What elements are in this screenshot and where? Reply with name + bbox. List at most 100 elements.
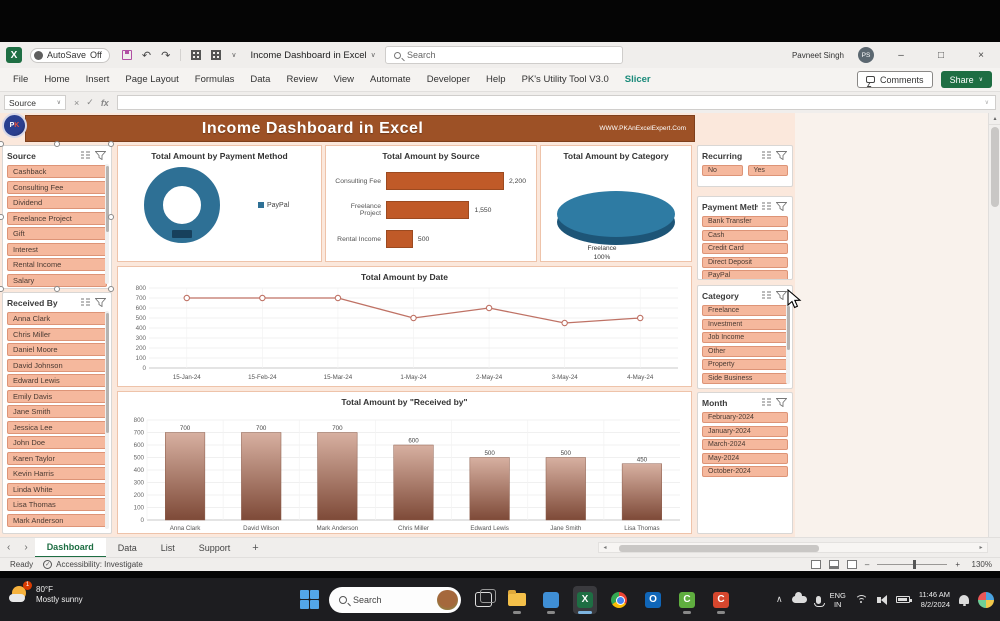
slicer-item-john-doe[interactable]: John Doe xyxy=(7,436,107,449)
slicer-item-gift[interactable]: Gift xyxy=(7,227,107,240)
clear-filter-icon[interactable] xyxy=(94,297,107,308)
taskbar-search[interactable]: Search xyxy=(329,586,461,613)
slicer-item-interest[interactable]: Interest xyxy=(7,242,107,256)
slicer-item-kevin-harris[interactable]: Kevin Harris xyxy=(7,467,107,480)
sheet-vscrollbar[interactable]: ▴ xyxy=(988,113,1000,537)
slicer-item-cashback[interactable]: Cashback xyxy=(7,165,107,178)
titlebar-search[interactable]: Search xyxy=(385,46,623,64)
multi-select-icon[interactable] xyxy=(79,297,92,308)
chart-source[interactable]: Total Amount by Source Consulting Fee 2,2… xyxy=(325,145,537,262)
sheet-nav-right-icon[interactable]: › xyxy=(24,542,28,553)
slicer-item-emily-davis[interactable]: Emily Davis xyxy=(7,389,107,403)
table-icon[interactable] xyxy=(191,50,202,60)
clear-filter-icon[interactable] xyxy=(775,290,788,301)
file-explorer-icon[interactable] xyxy=(505,586,529,614)
zoom-in-button[interactable]: + xyxy=(955,560,960,569)
slicer-item-jane-smith[interactable]: Jane Smith xyxy=(7,405,107,418)
slicer-item-karen-taylor[interactable]: Karen Taylor xyxy=(7,451,107,465)
slicer-item-dividend[interactable]: Dividend xyxy=(7,196,107,209)
clear-filter-icon[interactable] xyxy=(775,397,788,408)
sheet-tab-data[interactable]: Data xyxy=(117,542,137,553)
comments-button[interactable]: Comments xyxy=(857,71,933,88)
multi-select-icon[interactable] xyxy=(79,150,92,161)
slicer-item-yes[interactable]: Yes xyxy=(747,165,788,176)
zoom-slider[interactable] xyxy=(877,560,948,570)
clock[interactable]: 11:46 AM 8/2/2024 xyxy=(919,590,950,610)
ribbon-tab-file[interactable]: File xyxy=(13,74,29,85)
sheet-tab-dashboard[interactable]: Dashboard xyxy=(34,537,106,558)
onedrive-icon[interactable] xyxy=(791,592,807,603)
slicer-item-david-johnson[interactable]: David Johnson xyxy=(7,358,107,372)
slicer-category[interactable]: Category Freelance Investment Job Income Ot… xyxy=(697,285,793,389)
sheet-hscrollbar[interactable]: ◂ ▸ xyxy=(598,542,988,553)
undo-icon[interactable]: ↶ xyxy=(141,49,152,62)
view-page-layout-icon[interactable] xyxy=(828,560,839,569)
slicer-item-no[interactable]: No xyxy=(702,165,743,176)
accessibility-label[interactable]: Accessibility: Investigate xyxy=(56,560,143,569)
slicer-item-daniel-moore[interactable]: Daniel Moore xyxy=(7,343,107,356)
sheet-tab-list[interactable]: List xyxy=(160,542,175,553)
selection-handle[interactable] xyxy=(108,214,114,220)
zoom-knob[interactable] xyxy=(913,560,917,570)
ribbon-tab-data[interactable]: Data xyxy=(250,74,271,85)
user-name[interactable]: Pavneet Singh xyxy=(791,50,844,60)
multi-select-icon[interactable] xyxy=(760,397,773,408)
widgets-icon[interactable] xyxy=(978,591,994,608)
battery-icon[interactable] xyxy=(895,596,912,603)
fx-icon[interactable]: fx xyxy=(100,97,109,108)
slicer-item-rental-income[interactable]: Rental Income xyxy=(7,258,107,271)
multi-select-icon[interactable] xyxy=(760,150,773,161)
recorder-icon[interactable]: C xyxy=(709,586,733,614)
avatar[interactable]: PS xyxy=(858,47,874,63)
ribbon-tab-pk-s-utility-tool-v3-0[interactable]: PK's Utility Tool V3.0 xyxy=(521,74,609,85)
slicer-item-salary[interactable]: Salary xyxy=(7,273,107,287)
sheet-nav-left-icon[interactable]: ‹ xyxy=(7,542,11,553)
outlook-icon[interactable]: O xyxy=(641,586,665,614)
close-button[interactable]: × xyxy=(978,49,984,61)
slicer-item-october-2024[interactable]: October-2024 xyxy=(702,466,788,477)
multi-select-icon[interactable] xyxy=(760,290,773,301)
ribbon-tab-home[interactable]: Home xyxy=(44,74,70,85)
clear-filter-icon[interactable] xyxy=(94,150,107,161)
task-view-button[interactable] xyxy=(471,586,496,614)
camtasia-icon[interactable]: C xyxy=(675,586,699,614)
slicer-item-side-business[interactable]: Side Business xyxy=(702,372,788,384)
ribbon-tab-page-layout[interactable]: Page Layout xyxy=(125,74,179,85)
slicer-scrollbar[interactable] xyxy=(786,304,790,384)
selection-handle[interactable] xyxy=(0,286,4,292)
slicer-item-january-2024[interactable]: January-2024 xyxy=(702,425,788,437)
name-box[interactable]: Source ∨ xyxy=(4,95,66,110)
redo-icon[interactable]: ↷ xyxy=(161,49,171,62)
document-title[interactable]: Income Dashboard in Excel ∨ xyxy=(250,49,376,61)
view-icon[interactable] xyxy=(211,50,222,60)
slicer-item-freelance-project[interactable]: Freelance Project xyxy=(7,211,107,225)
save-icon[interactable] xyxy=(121,50,132,60)
add-sheet-button[interactable]: + xyxy=(252,541,259,554)
vscroll-thumb[interactable] xyxy=(991,127,999,207)
slicer-received-by[interactable]: Received By Anna Clark Chris Miller Daniel… xyxy=(2,292,112,534)
photos-icon[interactable] xyxy=(539,586,563,614)
slicer-item-paypal[interactable]: PayPal xyxy=(702,270,788,279)
slicer-scrollbar[interactable] xyxy=(105,311,109,529)
chart-received-by[interactable]: Total Amount by "Received by" 0 100 200 300… xyxy=(117,391,692,534)
ribbon-tab-slicer[interactable]: Slicer xyxy=(624,74,651,85)
hscroll-thumb[interactable] xyxy=(619,544,819,552)
autosave-toggle[interactable]: AutoSave Off xyxy=(30,47,110,63)
ribbon-tab-review[interactable]: Review xyxy=(286,74,318,85)
microphone-icon[interactable] xyxy=(813,595,825,607)
sheet-tab-support[interactable]: Support xyxy=(198,542,231,553)
notification-bell-icon[interactable] xyxy=(959,595,969,606)
minimize-button[interactable]: – xyxy=(898,49,904,61)
slicer-item-other[interactable]: Other xyxy=(702,345,788,357)
slicer-source[interactable]: Source Cashback Consulting Fee Dividend Fre… xyxy=(2,145,112,289)
slicer-item-edward-lewis[interactable]: Edward Lewis xyxy=(7,374,107,387)
wifi-icon[interactable] xyxy=(854,595,868,604)
slicer-item-jessica-lee[interactable]: Jessica Lee xyxy=(7,420,107,434)
chart-category[interactable]: Total Amount by Category Freelance 100% xyxy=(540,145,692,262)
slicer-item-mark-anderson[interactable]: Mark Anderson xyxy=(7,513,107,527)
slicer-item-direct-deposit[interactable]: Direct Deposit xyxy=(702,256,788,268)
slicer-item-bank-transfer[interactable]: Bank Transfer xyxy=(702,216,788,227)
customize-toolbar-icon[interactable]: ∨ xyxy=(231,52,237,59)
selection-handle[interactable] xyxy=(54,141,60,147)
zoom-out-button[interactable]: – xyxy=(864,560,870,569)
